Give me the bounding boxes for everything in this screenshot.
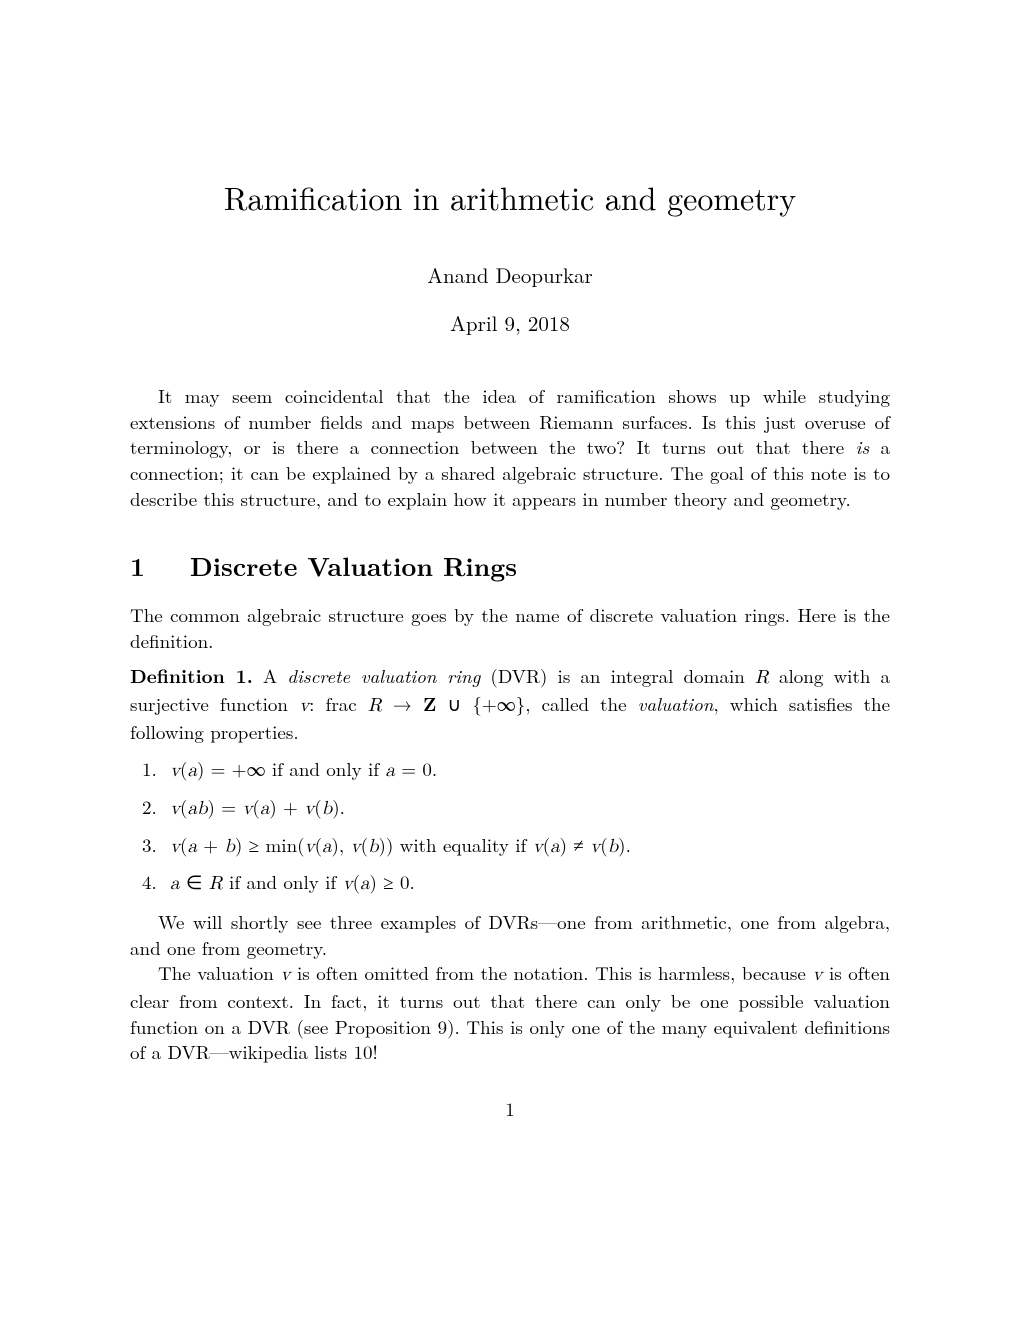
intro-paragraph: It may seem coincidental that the idea o… (130, 383, 890, 511)
def-cup: ∪ {+∞}, called the (436, 690, 637, 717)
a2v2: v (812, 965, 822, 984)
p1a: v (170, 761, 180, 780)
p2a: v (170, 799, 180, 818)
p4c: R (209, 874, 223, 893)
p3o: v (533, 837, 543, 856)
p4h: ) ≥ 0. (370, 868, 415, 895)
def-R: R (755, 668, 769, 687)
document-date: April 9, 2018 (130, 308, 890, 338)
p4f: ( (353, 868, 360, 895)
a2b: is often omitted from the notation. This… (290, 959, 812, 986)
properties-list: v(a) = +∞ if and only if a = 0. v(ab) = … (130, 756, 890, 897)
def-colon: : frac (309, 690, 368, 717)
p2h: ) + (269, 793, 304, 820)
p2i: v (304, 799, 314, 818)
p4d: if and only if (223, 868, 343, 895)
p3u: b (608, 837, 619, 856)
document-title: Ramification in arithmetic and geometry (130, 175, 890, 220)
p2f: ( (252, 793, 259, 820)
definition-label: Definition 1. (130, 661, 253, 689)
p3h: ( (315, 831, 322, 858)
p3d: + (197, 831, 224, 858)
p3v: ). (618, 831, 631, 858)
p3t: ( (600, 831, 607, 858)
prop-3: v(a + b) ≥ min(v(a), v(b)) with equality… (170, 832, 890, 860)
section-number: 1 (130, 547, 145, 584)
definition-paragraph: Definition 1. A discrete valuation ring … (130, 663, 890, 744)
p2l: ). (332, 793, 345, 820)
p3e: b (224, 837, 235, 856)
p2g: a (260, 799, 270, 818)
after-paragraph-1: We will shortly see three examples of DV… (130, 909, 890, 960)
def-Z: Z (423, 689, 436, 717)
author-name: Anand Deopurkar (130, 260, 890, 290)
p3s: v (590, 837, 600, 856)
section-heading: 1 Discrete Valuation Rings (130, 547, 890, 584)
p4g: a (360, 874, 370, 893)
prop-4: a ∈ R if and only if v(a) ≥ 0. (170, 869, 890, 897)
p1d: ) = +∞ if and only if (197, 755, 385, 782)
p3i: a (322, 837, 332, 856)
def-v: v (299, 696, 309, 715)
def-pre: A (253, 662, 287, 689)
def-R2: R (368, 696, 382, 715)
p4a: a (170, 874, 180, 893)
p3j: ), (332, 831, 351, 858)
section-title: Discrete Valuation Rings (190, 547, 517, 584)
prop-2: v(ab) = v(a) + v(b). (170, 794, 890, 822)
p4b: ∈ (180, 868, 209, 895)
p1c: a (187, 761, 197, 780)
page-container: Ramification in arithmetic and geometry … (0, 0, 1020, 1182)
def-arrow: → (382, 690, 423, 717)
prop-1: v(a) = +∞ if and only if a = 0. (170, 756, 890, 784)
a2v1: v (280, 965, 290, 984)
def-term: discrete valuation ring (287, 662, 480, 689)
p1e: a (385, 761, 395, 780)
intro-emph: is (856, 433, 870, 460)
def-mid: (DVR) is an integral domain (480, 662, 755, 689)
section-intro-paragraph: The common algebraic structure goes by t… (130, 602, 890, 653)
p2k: b (322, 799, 333, 818)
p2j: ( (314, 793, 321, 820)
p4e: v (343, 874, 353, 893)
def-valuation: valuation (638, 690, 714, 717)
p2c: ab (187, 799, 207, 818)
p3g: v (305, 837, 315, 856)
p3k: v (351, 837, 361, 856)
p3f: ) ≥ min( (235, 831, 305, 858)
p2d: ) = (208, 793, 243, 820)
p3q: a (550, 837, 560, 856)
p3n: )) with equality if (379, 831, 533, 858)
page-number: 1 (130, 1095, 890, 1122)
p3a: v (170, 837, 180, 856)
p3m: b (368, 837, 379, 856)
p3r: ) ≠ (560, 831, 590, 858)
p2e: v (242, 799, 252, 818)
p3l: ( (361, 831, 368, 858)
a2a: The valuation (158, 959, 280, 986)
intro-text: It may seem coincidental that the idea o… (130, 382, 890, 460)
p1f: = 0. (395, 755, 437, 782)
p3c: a (187, 837, 197, 856)
after-paragraph-2: The valuation v is often omitted from th… (130, 960, 890, 1065)
